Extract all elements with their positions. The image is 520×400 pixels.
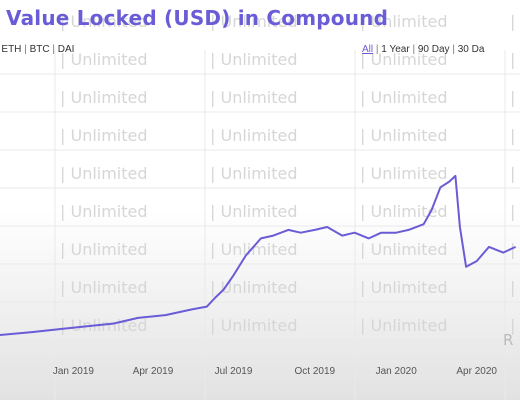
x-tick-label: Apr 2019	[133, 366, 174, 377]
watermark-text: | Unlimited	[360, 164, 448, 183]
watermark-text: | Unlimited	[60, 88, 148, 107]
watermark-text: | Unlimited	[210, 88, 298, 107]
watermark-text: | Unlimited	[210, 316, 298, 335]
x-axis-ticks: Jan 2019 Apr 2019 Jul 2019 Oct 2019 Jan 2020…	[53, 366, 498, 377]
watermark-text: | Unlimited	[60, 50, 148, 69]
watermark-text: | Unlimited	[360, 316, 448, 335]
x-tick-label: Jan 2020	[376, 366, 418, 377]
watermark-text: | Unlimited	[210, 240, 298, 259]
range-filter-90-day[interactable]: 90 Day	[417, 44, 450, 55]
watermark-text: | Unlimited	[210, 278, 298, 297]
chart-background-fade	[0, 210, 520, 400]
separator: |	[375, 44, 379, 55]
currency-filter-dai[interactable]: DAI	[57, 44, 75, 55]
separator: |	[24, 44, 27, 55]
watermark-text: | Unlimited	[360, 278, 448, 297]
watermark-text: | Unlimited	[360, 240, 448, 259]
watermark-text: | Unlimited	[360, 202, 448, 221]
x-tick-label: Jul 2019	[215, 366, 253, 377]
x-tick-label: Apr 2020	[456, 366, 497, 377]
watermark-text: | Unlimited	[210, 126, 298, 145]
watermark-text: | Unlimited	[210, 12, 298, 31]
watermark-text: | Unlimited	[510, 126, 520, 145]
watermark-text: | Unlimited	[360, 126, 448, 145]
watermark-text: | Unlimited	[60, 164, 148, 183]
currency-filters: D | ETH | BTC | DAI	[0, 44, 74, 55]
watermark-text: | Unlimited	[510, 88, 520, 107]
watermark-text: | Unlimited	[60, 12, 148, 31]
range-filters: All | 1 Year | 90 Day | 30 Da	[362, 44, 484, 55]
separator: |	[412, 44, 416, 55]
watermark-text: | Unlimited	[60, 278, 148, 297]
watermark-layer: | Unlimited | Unlimited | Unlimited | Unlim…	[60, 12, 520, 335]
series-line	[0, 174, 517, 336]
x-tick-label: Oct 2019	[295, 366, 336, 377]
watermark-text: | Unlimited	[510, 278, 520, 297]
partial-right-label: R	[503, 331, 513, 349]
range-filter-all[interactable]: All	[362, 44, 374, 55]
grid	[0, 50, 520, 400]
watermark-text: | Unlimited	[210, 50, 298, 69]
separator: |	[452, 44, 455, 55]
watermark-text: | Unlimited	[60, 240, 148, 259]
watermark-text: | Unlimited	[510, 316, 520, 335]
currency-filter-eth[interactable]: ETH	[1, 44, 22, 55]
x-tick-label: Jan 2019	[53, 366, 95, 377]
range-filter-30-day[interactable]: 30 Da	[457, 44, 485, 55]
watermark-text: | Unlimited	[510, 202, 520, 221]
watermark-text: | Unlimited	[510, 50, 520, 69]
range-filter-1-year[interactable]: 1 Year	[381, 44, 410, 55]
watermark-text: | Unlimited	[360, 50, 448, 69]
watermark-text: | Unlimited	[510, 12, 520, 31]
watermark-text: | Unlimited	[210, 164, 298, 183]
watermark-text: | Unlimited	[510, 240, 520, 259]
watermark-text: | Unlimited	[510, 164, 520, 183]
separator: |	[52, 44, 55, 55]
currency-filter-btc[interactable]: BTC	[29, 44, 50, 55]
watermark-text: | Unlimited	[360, 12, 448, 31]
watermark-text: | Unlimited	[360, 88, 448, 107]
watermark-text: | Unlimited	[210, 202, 298, 221]
page-title: Value Locked (USD) in Compound	[6, 6, 389, 30]
watermark-text: | Unlimited	[60, 202, 148, 221]
watermark-text: | Unlimited	[60, 126, 148, 145]
